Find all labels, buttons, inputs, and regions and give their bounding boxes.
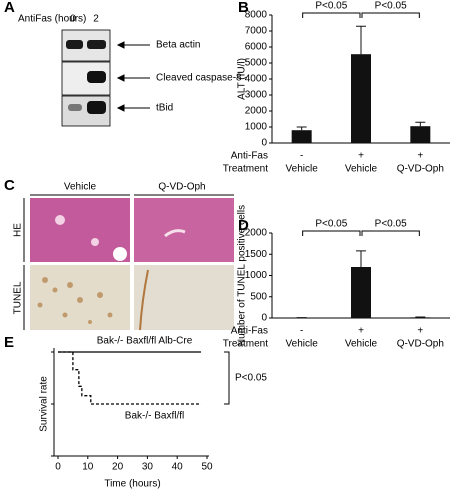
row-label: HE [13,223,24,237]
y-tick-label: 0 [261,138,267,149]
x-tick-label: 30 [142,462,154,473]
y-tick-label: 4000 [245,74,268,85]
y-tick-label: 5000 [245,58,268,69]
y-tick-label: 1500 [245,249,268,260]
survival-line [58,351,202,405]
y-tick-label: 3000 [245,90,268,101]
band-label: tBid [156,103,173,114]
anti-fas-label: - [300,151,303,162]
y-tick-label: 500 [250,291,267,302]
significance-bracket [302,230,361,236]
x-tick-label: 50 [201,462,213,473]
x-tick-label: Q-VD-Oph [397,164,444,175]
significance-bracket [224,351,230,405]
anti-fas-label: + [417,151,423,162]
y-tick-label: 2000 [245,106,268,117]
legend-label: Bak-/- Baxfl/fl [125,411,184,422]
row-label: TUNEL [13,281,24,314]
bar [351,54,371,144]
error-bar [356,250,366,267]
y-axis-label: Number of TUNEL positive cells [237,205,248,346]
significance-label: P<0.05 [375,219,407,230]
x-tick-label: Vehicle [345,339,378,350]
row-label: Treatment [223,339,268,350]
panel-label: A [4,0,15,16]
band-label: Beta actin [156,40,200,51]
significance-bracket [361,12,420,18]
y-tick-label: 6000 [245,42,268,53]
y-tick-label: 1000 [245,122,268,133]
y-tick-label: 1000 [245,270,268,281]
arrows [116,41,150,112]
legend-label: Bak-/- Baxfl/fl Alb-Cre [97,336,193,347]
significance-label: P<0.05 [235,373,267,384]
x-tick-label: Vehicle [286,164,319,175]
column-label: Vehicle [64,182,97,193]
y-tick-label: 7000 [245,26,268,37]
anti-fas-label: + [358,326,364,337]
blot-treatment: AntiFas (hours) [18,14,86,25]
x-tick-label: 40 [172,462,184,473]
row-label: Anti-Fas [231,326,268,337]
x-tick-label: Vehicle [286,339,319,350]
y-axis-label: Survival rate [39,376,50,432]
y-axis-label: ALT (IU/l) [237,58,248,100]
error-bar [415,121,426,127]
significance-bracket [302,12,361,18]
x-tick-label: Vehicle [345,164,378,175]
bar [291,130,312,143]
histology-images [30,198,234,331]
band-label: Cleaved caspase-8 [156,73,242,84]
x-tick-label: 0 [55,462,61,473]
panel-label: E [4,334,14,351]
y-tick-label: 2000 [245,228,268,239]
bar [351,267,371,318]
row-label: Treatment [223,164,268,175]
significance-label: P<0.05 [315,1,347,12]
error-bar [356,25,366,55]
x-tick-label: Q-VD-Oph [397,339,444,350]
y-tick-label: 0 [261,313,267,324]
bar [410,317,431,318]
lane-label: 0 [70,14,76,25]
error-bar [296,126,307,131]
anti-fas-label: - [300,326,303,337]
bar [410,126,431,143]
anti-fas-label: + [358,151,364,162]
anti-fas-label: + [417,326,423,337]
significance-label: P<0.05 [375,1,407,12]
panel-label: D [238,217,249,234]
y-tick-label: 8000 [245,10,268,21]
x-tick-label: 10 [82,462,94,473]
x-tick-label: 20 [112,462,124,473]
column-label: Q-VD-Oph [158,182,205,193]
lane-label: 2 [93,14,99,25]
x-axis-label: Time (hours) [104,479,160,490]
panel-label: C [4,177,15,194]
significance-label: P<0.05 [315,219,347,230]
row-label: Anti-Fas [231,151,268,162]
panel-label: B [238,0,249,16]
blot [61,29,111,127]
significance-bracket [361,230,420,236]
